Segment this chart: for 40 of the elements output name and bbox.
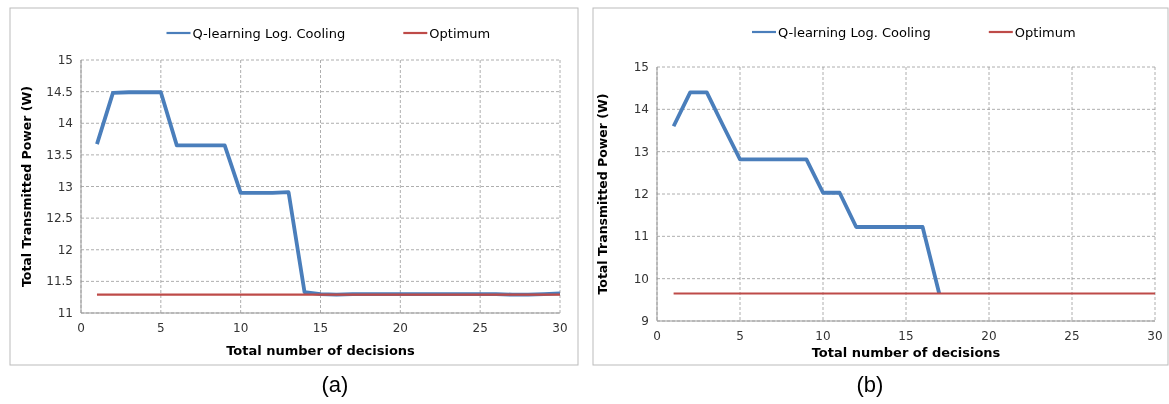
y-tick-label: 12.5: [46, 211, 73, 226]
text: (a): [321, 372, 349, 397]
x-tick-label: 20: [392, 321, 408, 335]
y-tick-label: 12: [57, 242, 73, 257]
text: (b): [856, 372, 884, 397]
y-tick-label: 14.5: [46, 84, 73, 99]
x-tick-label: 15: [898, 329, 914, 343]
x-tick-label: 10: [233, 321, 249, 335]
x-tick-label: 10: [815, 329, 831, 343]
y-tick-label: 11.5: [46, 274, 73, 289]
y-axis-title: Total Transmitted Power (W): [595, 93, 610, 295]
y-tick-label: 11: [633, 229, 649, 244]
y-axis-title: Total Transmitted Power (W): [19, 85, 34, 288]
legend-label: Q-learning Log. Cooling: [192, 26, 346, 41]
x-tick-label: 25: [472, 321, 488, 335]
x-tick-label: 0: [77, 321, 85, 335]
x-axis-title: Total number of decisions: [226, 343, 416, 358]
x-tick-label: 5: [157, 321, 165, 335]
legend-label: Optimum: [1014, 25, 1076, 40]
y-tick-label: 14: [57, 116, 73, 131]
y-tick-label: 11: [57, 306, 73, 320]
x-tick-label: 30: [1147, 329, 1163, 343]
x-tick-label: 0: [653, 329, 661, 343]
x-tick-label: 30: [552, 321, 568, 335]
x-tick-label: 20: [981, 329, 997, 343]
y-tick-label: 9: [641, 314, 649, 328]
y-tick-label: 10: [633, 271, 649, 286]
y-tick-label: 13.5: [46, 147, 73, 162]
y-tick-label: 12: [633, 187, 649, 201]
y-tick-label: 15: [633, 60, 649, 74]
legend-label: Q-learning Log. Cooling: [778, 25, 931, 40]
legend-label: Optimum: [429, 26, 491, 41]
y-tick-label: 13: [57, 179, 73, 194]
y-tick-label: 14: [633, 102, 649, 117]
x-tick-label: 25: [1064, 329, 1080, 343]
x-axis-title: Total number of decisions: [811, 345, 1001, 360]
x-tick-label: 5: [736, 329, 744, 343]
y-tick-label: 15: [57, 53, 73, 67]
x-tick-label: 15: [312, 321, 329, 335]
y-tick-label: 13: [633, 144, 649, 159]
